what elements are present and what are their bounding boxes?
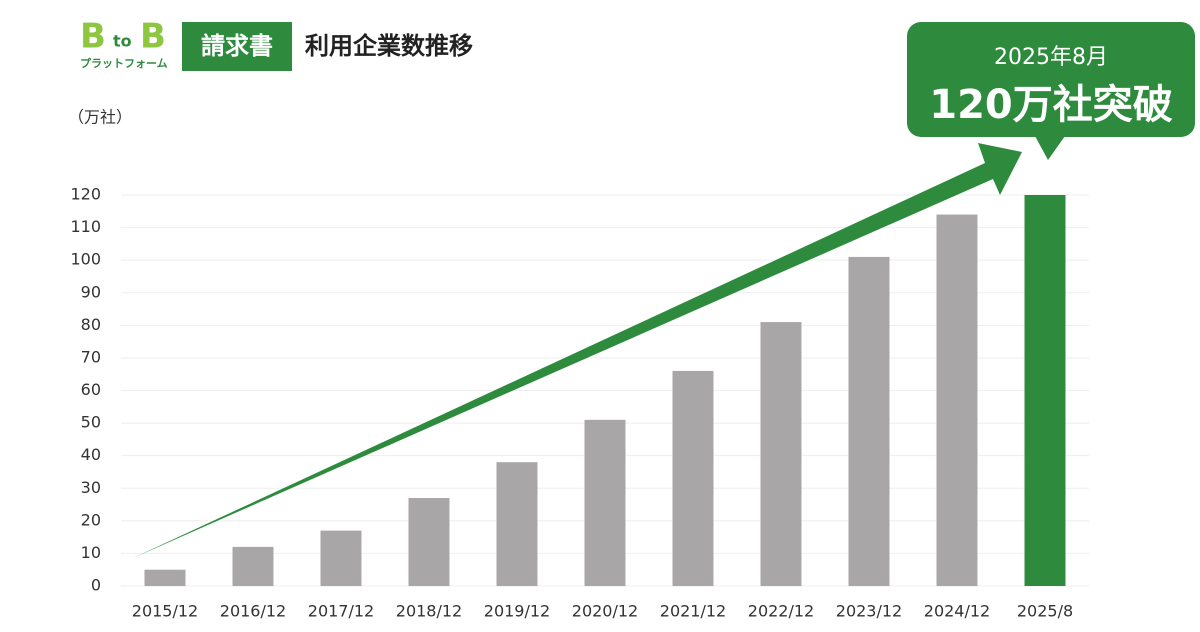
- bar: [584, 419, 626, 586]
- y-tick-label: 70: [81, 347, 101, 366]
- x-tick-label: 2022/12: [748, 602, 814, 621]
- logo-to: to: [113, 32, 132, 51]
- y-tick-label: 0: [91, 576, 101, 595]
- y-tick-label: 30: [81, 478, 101, 497]
- x-tick-label: 2019/12: [484, 602, 550, 621]
- bar: [1024, 195, 1066, 586]
- chart-title: 利用企業数推移: [305, 32, 473, 60]
- x-tick-label: 2025/8: [1017, 602, 1073, 621]
- x-tick-label: 2016/12: [220, 602, 286, 621]
- logo-b: B: [140, 17, 166, 57]
- bar: [144, 569, 186, 586]
- bar: [672, 370, 714, 586]
- product-badge: [182, 22, 292, 71]
- y-tick-label: 60: [81, 380, 101, 399]
- product-name: 請求書: [201, 32, 273, 60]
- callout-pointer: [1035, 136, 1065, 160]
- bar: [408, 498, 450, 586]
- callout-headline: 120万社突破: [929, 82, 1173, 128]
- x-tick-label: 2018/12: [396, 602, 462, 621]
- y-tick-label: 80: [81, 315, 101, 334]
- y-tick-label: 40: [81, 445, 101, 464]
- x-tick-label: 2015/12: [132, 602, 198, 621]
- bar: [936, 214, 978, 587]
- bar: [848, 256, 890, 586]
- x-tick-label: 2017/12: [308, 602, 374, 621]
- bar: [320, 530, 362, 586]
- x-tick-label: 2020/12: [572, 602, 638, 621]
- y-tick-label: 20: [81, 510, 101, 529]
- y-tick-label: 100: [70, 250, 101, 269]
- y-axis-label: （万社）: [68, 108, 132, 127]
- y-tick-label: 110: [70, 217, 101, 236]
- y-tick-label: 90: [81, 282, 101, 301]
- logo-sub: プラットフォーム: [80, 56, 168, 70]
- y-tick-label: 50: [81, 413, 101, 432]
- bar: [760, 322, 802, 586]
- bar: [496, 462, 538, 586]
- y-tick-label: 10: [81, 543, 101, 562]
- y-tick-label: 120: [70, 185, 101, 204]
- x-tick-label: 2021/12: [660, 602, 726, 621]
- x-tick-label: 2024/12: [924, 602, 990, 621]
- logo-b: B: [80, 17, 106, 57]
- callout: [907, 22, 1195, 137]
- callout-date: 2025年8月: [994, 45, 1108, 70]
- x-tick-label: 2023/12: [836, 602, 902, 621]
- bar: [232, 546, 274, 586]
